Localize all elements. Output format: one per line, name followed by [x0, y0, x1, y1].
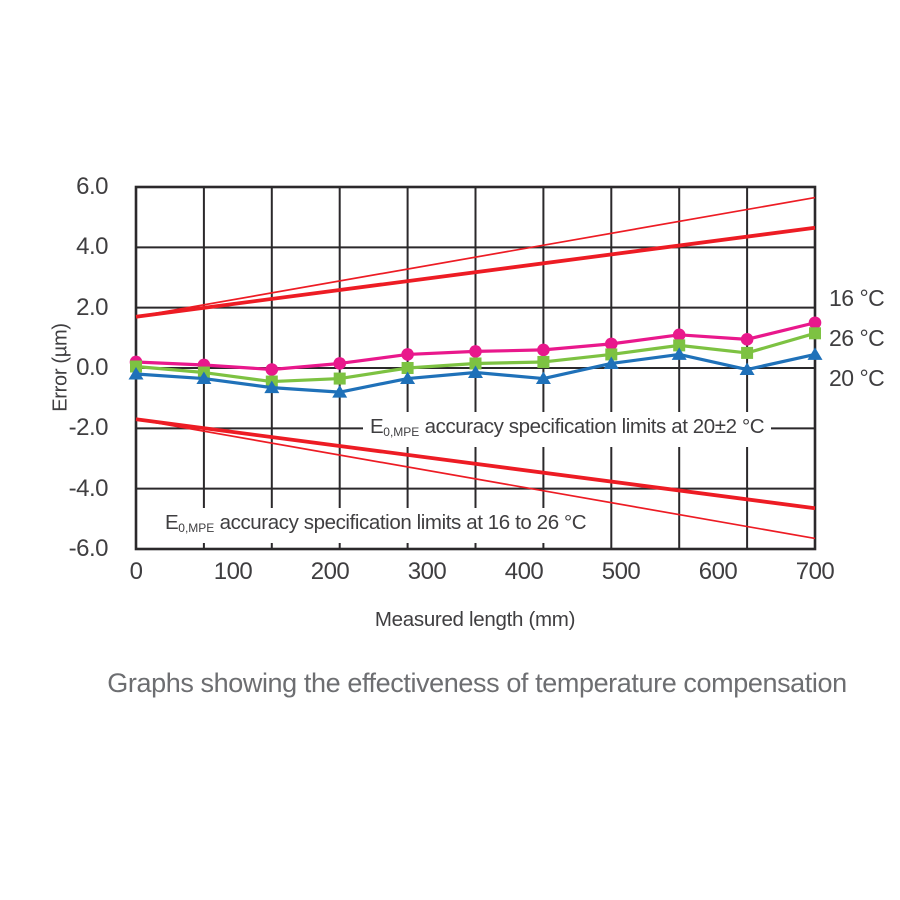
x-tick-label: 500 [601, 558, 641, 585]
marker-triangle [332, 385, 348, 398]
annotation-e-symbol: E [370, 415, 384, 438]
marker-triangle [196, 371, 212, 385]
x-tick-label: 400 [504, 558, 544, 585]
marker-triangle [400, 371, 416, 385]
x-tick-label: 0 [129, 558, 143, 585]
marker-square [401, 362, 414, 374]
legend-label-26c: 26 °C [829, 325, 885, 351]
limit-line-thick [135, 417, 816, 511]
marker-circle [265, 363, 279, 376]
marker-square [469, 357, 482, 370]
marker-circle [740, 333, 754, 346]
marker-triangle [739, 362, 755, 376]
y-axis-title: Error (µm) [49, 323, 72, 412]
figure-caption: Graphs showing the effectiveness of temp… [107, 668, 847, 698]
marker-circle [401, 348, 414, 361]
marker-square [130, 360, 142, 373]
marker-square [605, 348, 618, 361]
limit-line-thin [135, 196, 816, 318]
marker-triangle [128, 367, 144, 380]
limit-line-thick [135, 225, 816, 319]
y-tick-label: 0.0 [76, 354, 108, 381]
annotation-text: accuracy specification limits at 16 to 2… [214, 511, 587, 534]
y-tick-label: -2.0 [68, 414, 109, 442]
marker-circle [605, 337, 618, 351]
y-tick-label: 4.0 [76, 233, 108, 261]
marker-triangle [264, 380, 280, 394]
marker-circle [333, 357, 347, 370]
x-tick-label: 300 [407, 558, 447, 585]
y-tick-label: -6.0 [68, 535, 109, 562]
marker-square [673, 339, 686, 352]
x-tick-label: 200 [310, 558, 350, 585]
y-tick-label: -4.0 [68, 474, 109, 502]
marker-circle [672, 328, 686, 342]
legend-label-16c: 16 °C [829, 285, 885, 311]
annotation-text: accuracy specification limits at 20±2 °C [419, 415, 765, 438]
annotation-e-symbol: E [165, 511, 179, 534]
limit-line-thin [135, 418, 816, 540]
x-tick-label: 100 [213, 558, 253, 585]
marker-triangle [535, 371, 551, 385]
marker-square [333, 372, 346, 385]
x-axis-title: Measured length (mm) [374, 608, 576, 631]
marker-circle [537, 343, 550, 357]
marker-circle [469, 345, 482, 358]
marker-square [741, 346, 754, 359]
y-tick-label: 2.0 [76, 293, 108, 321]
marker-triangle [468, 365, 483, 379]
annotation-e-subscript: 0,MPE [383, 425, 420, 439]
marker-circle [808, 316, 822, 330]
annotation-limits-20pm2: E0,MPE accuracy specification limits at … [363, 412, 772, 447]
y-tick-label: 6.0 [76, 173, 108, 200]
legend-label-20c: 20 °C [829, 365, 885, 391]
marker-square [537, 355, 550, 368]
annotation-e-subscript: 0,MPE [178, 521, 215, 535]
marker-triangle [603, 356, 619, 369]
x-tick-label: 600 [698, 558, 738, 585]
marker-square [809, 327, 821, 340]
marker-triangle [807, 347, 823, 360]
annotation-limits-16to26: E0,MPE accuracy specification limits at … [158, 508, 594, 543]
x-tick-label: 700 [795, 558, 835, 585]
marker-triangle [671, 347, 687, 360]
